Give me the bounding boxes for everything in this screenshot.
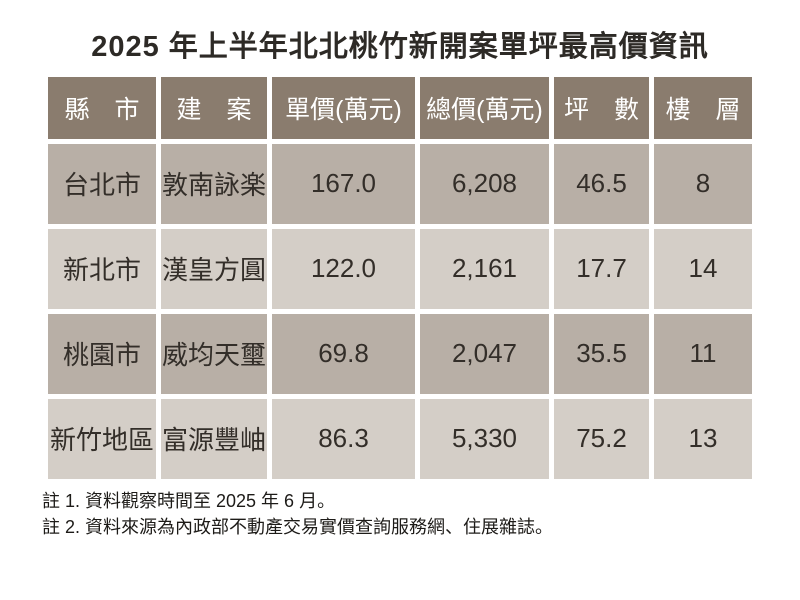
cell-ping: 75.2 [554, 398, 649, 479]
cell-ping: 17.7 [554, 228, 649, 309]
cell-project: 富源豐岫 [161, 398, 267, 479]
note-line-2: 註 2. 資料來源為內政部不動產交易實價查詢服務網、住展雜誌。 [42, 516, 554, 537]
cell-total-price: 2,047 [420, 313, 549, 394]
cell-ping: 35.5 [554, 313, 649, 394]
cell-floor: 8 [654, 143, 752, 224]
cell-ping: 46.5 [554, 143, 649, 224]
note-line-1: 註 1. 資料觀察時間至 2025 年 6 月。 [42, 490, 336, 511]
header-cell-floor: 樓 層 [654, 76, 752, 139]
cell-project: 敦南詠楽 [161, 143, 267, 224]
cell-county: 新竹地區 [48, 398, 156, 479]
cell-unit-price: 69.8 [272, 313, 415, 394]
table-row-hsinchu: 新竹地區 富源豐岫 86.3 5,330 75.2 13 [48, 398, 752, 479]
cell-floor: 13 [654, 398, 752, 479]
header-cell-county: 縣 市 [48, 76, 156, 139]
cell-floor: 11 [654, 313, 752, 394]
cell-project: 威均天璽 [161, 313, 267, 394]
table-header-row: 縣 市 建 案 單價(萬元) 總價(萬元) 坪 數 樓 層 [48, 76, 752, 139]
header-cell-total-price: 總價(萬元) [420, 76, 549, 139]
cell-county: 台北市 [48, 143, 156, 224]
header-cell-ping: 坪 數 [554, 76, 649, 139]
cell-county: 桃園市 [48, 313, 156, 394]
table-row-newtaipei: 新北市 漢皇方圓 122.0 2,161 17.7 14 [48, 228, 752, 309]
header-cell-project: 建 案 [161, 76, 267, 139]
cell-floor: 14 [654, 228, 752, 309]
cell-total-price: 5,330 [420, 398, 549, 479]
cell-unit-price: 122.0 [272, 228, 415, 309]
cell-county: 新北市 [48, 228, 156, 309]
footnotes: 註 1. 資料觀察時間至 2025 年 6 月。 註 2. 資料來源為內政部不動… [42, 488, 800, 540]
table-row-taoyuan: 桃園市 威均天璽 69.8 2,047 35.5 11 [48, 313, 752, 394]
cell-project: 漢皇方圓 [161, 228, 267, 309]
header-cell-unit-price: 單價(萬元) [272, 76, 415, 139]
cell-unit-price: 86.3 [272, 398, 415, 479]
price-table: 縣 市 建 案 單價(萬元) 總價(萬元) 坪 數 樓 層 台北市 敦南詠楽 1… [43, 72, 757, 484]
cell-total-price: 6,208 [420, 143, 549, 224]
chart-title: 2025 年上半年北北桃竹新開案單坪最高價資訊 [91, 31, 709, 63]
cell-unit-price: 167.0 [272, 143, 415, 224]
table-row-taipei: 台北市 敦南詠楽 167.0 6,208 46.5 8 [48, 143, 752, 224]
cell-total-price: 2,161 [420, 228, 549, 309]
